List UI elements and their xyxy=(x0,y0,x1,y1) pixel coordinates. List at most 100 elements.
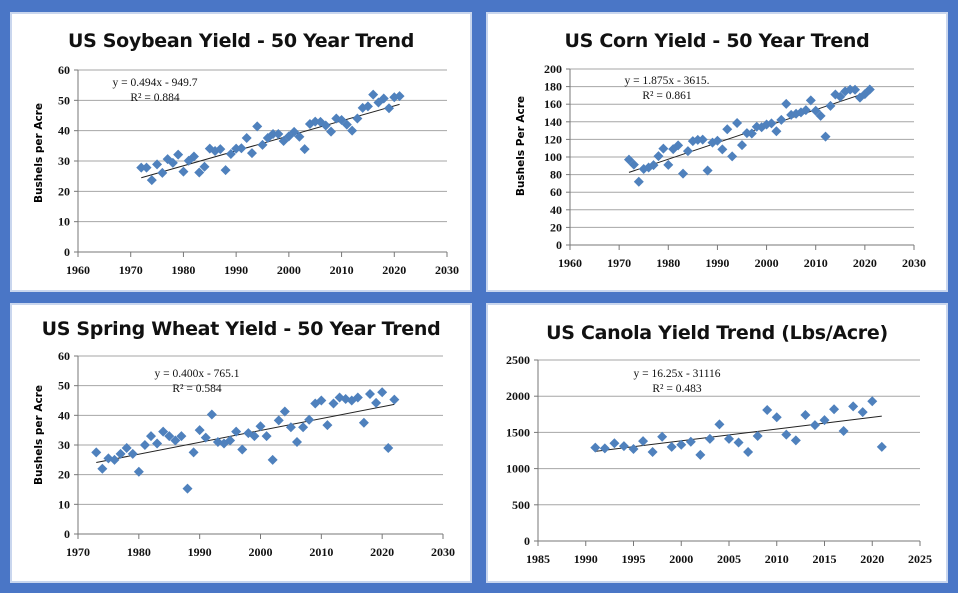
data-point xyxy=(267,454,278,465)
data-point xyxy=(682,146,693,157)
data-point xyxy=(628,444,639,455)
data-point xyxy=(158,426,169,437)
data-point xyxy=(704,433,715,444)
data-point xyxy=(220,165,231,176)
data-point xyxy=(182,483,193,494)
data-point xyxy=(236,143,247,154)
data-point xyxy=(668,144,679,155)
trendline-equation: y = 1.875x - 3615. R² = 0.861 xyxy=(612,74,722,104)
data-point xyxy=(800,105,811,116)
data-point xyxy=(712,135,723,146)
data-point xyxy=(157,167,168,178)
y-tick-label: 0 xyxy=(524,534,530,548)
data-point xyxy=(328,398,339,409)
x-tick-label: 2000 xyxy=(755,256,779,270)
data-point xyxy=(695,449,706,460)
data-point xyxy=(206,409,217,420)
data-point xyxy=(362,101,373,112)
y-tick-label: 160 xyxy=(544,97,562,111)
data-point xyxy=(91,447,102,458)
data-point xyxy=(776,114,787,125)
data-point xyxy=(194,167,205,178)
data-point xyxy=(289,126,300,137)
y-tick-label: 140 xyxy=(544,115,562,129)
data-point xyxy=(170,435,181,446)
x-tick-label: 1960 xyxy=(66,263,90,277)
data-point xyxy=(820,131,831,142)
equation-text: y = 1.875x - 3615. xyxy=(624,75,710,87)
r-squared-text: R² = 0.483 xyxy=(652,383,702,395)
data-point xyxy=(173,149,184,160)
data-point xyxy=(676,439,687,450)
data-point xyxy=(316,395,327,406)
x-tick-label: 2030 xyxy=(902,256,926,270)
data-point xyxy=(176,431,187,442)
x-tick-label: 2015 xyxy=(813,552,837,566)
r-squared-text: R² = 0.584 xyxy=(172,383,222,395)
data-point xyxy=(178,166,189,177)
x-tick-label: 1990 xyxy=(188,545,212,559)
data-point xyxy=(638,163,649,174)
data-point xyxy=(809,420,820,431)
equation-text: y = 0.400x - 765.1 xyxy=(154,368,240,380)
data-point xyxy=(628,159,639,170)
trendline-equation: y = 0.400x - 765.1 R² = 0.584 xyxy=(142,367,252,397)
y-tick-label: 30 xyxy=(58,438,70,452)
corn-chart-panel: US Corn Yield - 50 Year Trend Bushels Pe… xyxy=(486,12,948,292)
chart-title: US Canola Yield Trend (Lbs/Acre) xyxy=(546,322,888,344)
data-point xyxy=(231,426,242,437)
data-point xyxy=(268,129,279,140)
data-point xyxy=(838,425,849,436)
data-point xyxy=(109,454,120,465)
data-point xyxy=(237,444,248,455)
x-tick-label: 2020 xyxy=(860,552,884,566)
y-tick-label: 0 xyxy=(556,238,562,252)
y-tick-label: 50 xyxy=(58,93,70,107)
data-point xyxy=(743,446,754,457)
x-tick-label: 2000 xyxy=(249,545,273,559)
data-point xyxy=(389,394,400,405)
data-point xyxy=(658,143,669,154)
data-point xyxy=(673,140,684,151)
data-point xyxy=(377,387,388,398)
chart-title: US Soybean Yield - 50 Year Trend xyxy=(67,30,415,52)
y-tick-label: 40 xyxy=(58,124,70,138)
y-tick-label: 20 xyxy=(58,468,70,482)
data-point xyxy=(702,165,713,176)
x-tick-label: 2005 xyxy=(717,552,741,566)
data-point xyxy=(810,105,821,116)
data-point xyxy=(867,396,878,407)
data-point xyxy=(141,162,152,173)
data-point xyxy=(848,401,859,412)
data-point xyxy=(352,392,363,403)
data-point xyxy=(146,175,157,186)
data-point xyxy=(133,466,144,477)
data-point xyxy=(294,131,305,142)
data-point xyxy=(283,131,294,142)
data-point xyxy=(304,414,315,425)
data-point xyxy=(599,443,610,454)
data-point xyxy=(200,432,211,443)
data-point xyxy=(685,436,696,447)
data-point xyxy=(638,436,649,447)
data-point xyxy=(741,128,752,139)
x-tick-label: 1995 xyxy=(622,552,646,566)
corn-scatter-plot: 0 20 40 60 80 100 120 140 160 180 200 1960 1970 1980 1… xyxy=(544,62,926,270)
x-tick-label: 1980 xyxy=(127,545,151,559)
y-tick-label: 0 xyxy=(64,245,70,259)
x-tick-label: 2020 xyxy=(853,256,877,270)
data-point xyxy=(781,98,792,109)
data-point xyxy=(746,128,757,139)
data-point xyxy=(146,431,156,442)
trendline xyxy=(141,103,400,179)
data-point xyxy=(241,132,252,143)
spring-wheat-chart-panel: US Spring Wheat Yield - 50 Year Trend Bu… xyxy=(10,303,472,583)
data-point xyxy=(714,419,725,430)
y-tick-label: 60 xyxy=(550,185,562,199)
data-point xyxy=(618,441,629,452)
data-point xyxy=(805,95,816,106)
data-point xyxy=(678,168,689,179)
data-point xyxy=(829,404,840,415)
data-point xyxy=(830,89,841,100)
